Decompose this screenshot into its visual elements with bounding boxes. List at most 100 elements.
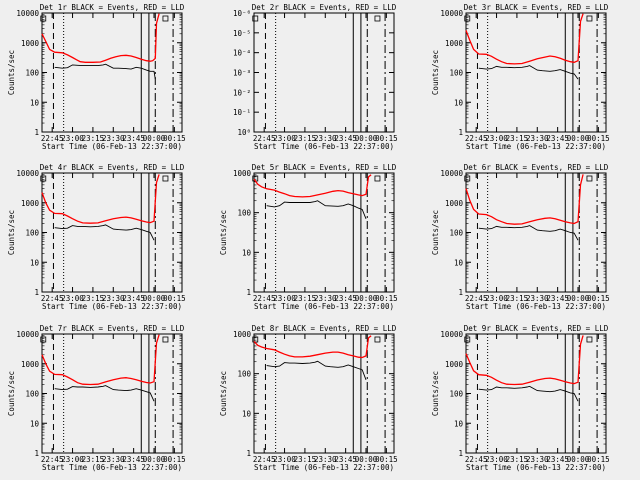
x-tick-label: 23:45	[334, 134, 357, 143]
panel-title: Det 9r BLACK = Events, RED = LLD	[464, 324, 609, 333]
x-axis-label: Start Time (06-Feb-13 22:37:00)	[42, 302, 182, 311]
x-tick-label: 23:15	[506, 294, 529, 303]
x-tick-label: 23:00	[485, 455, 508, 464]
x-tick-label: 22:45	[465, 455, 488, 464]
plot-frame	[41, 333, 183, 454]
y-tick-label: 1000	[21, 199, 40, 208]
box-marker	[586, 336, 593, 343]
x-axis-label: Start Time (06-Feb-13 22:37:00)	[42, 142, 182, 151]
x-tick-label: 23:15	[506, 455, 529, 464]
y-tick-label: 10	[30, 419, 40, 428]
box-marker	[374, 175, 381, 182]
box-marker	[162, 15, 169, 22]
y-tick-label: 1	[458, 128, 463, 137]
x-tick-label: 23:30	[526, 294, 549, 303]
x-tick-label: 23:00	[61, 455, 84, 464]
x-tick-label: 23:30	[314, 455, 337, 464]
plot-frame	[465, 172, 607, 293]
y-tick-label: 1000	[445, 39, 464, 48]
y-axis-label: Counts/sec	[431, 210, 440, 255]
x-tick-label: 22:45	[465, 134, 488, 143]
series-events-line	[478, 225, 579, 241]
x-tick-label: 00:00	[355, 134, 378, 143]
x-tick-label: 00:00	[143, 134, 166, 143]
x-axis-label: Start Time (06-Feb-13 22:37:00)	[466, 142, 606, 151]
x-tick-label: 23:30	[102, 134, 125, 143]
y-axis-label: Counts/sec	[431, 50, 440, 95]
box-marker	[162, 175, 169, 182]
panel-det-2: Det 2r BLACK = Events, RED = LLD Start Ti…	[233, 3, 398, 151]
x-tick-label: 00:00	[355, 294, 378, 303]
x-tick-label: 22:45	[41, 294, 64, 303]
y-tick-label: 10⁻²	[233, 88, 251, 97]
x-tick-label: 23:45	[546, 455, 569, 464]
y-tick-label: 100	[449, 69, 463, 78]
panel-title: Det 6r BLACK = Events, RED = LLD	[464, 163, 609, 172]
x-tick-label: 23:00	[61, 294, 84, 303]
y-tick-label: 1000	[233, 169, 252, 178]
x-tick-label: 23:45	[334, 294, 357, 303]
panel-det-7: Det 7r BLACK = Events, RED = LLD Counts/s…	[7, 324, 186, 472]
y-tick-label: 100	[449, 229, 463, 238]
x-tick-label: 23:00	[273, 294, 296, 303]
box-marker	[586, 175, 593, 182]
y-tick-label: 1000	[21, 360, 40, 369]
plot-frame	[253, 333, 395, 454]
x-tick-label: 00:15	[163, 455, 186, 464]
box-marker	[40, 15, 47, 22]
x-tick-label: 00:15	[587, 134, 610, 143]
x-axis-label: Start Time (06-Feb-13 22:37:00)	[254, 302, 394, 311]
x-tick-label: 00:00	[567, 455, 590, 464]
panel-det-1: Det 1r BLACK = Events, RED = LLD Counts/s…	[7, 3, 186, 151]
x-tick-label: 22:45	[253, 455, 276, 464]
y-tick-label: 100	[237, 370, 251, 379]
x-tick-label: 23:30	[526, 455, 549, 464]
y-axis-label: Counts/sec	[7, 50, 16, 95]
box-marker	[374, 336, 381, 343]
y-tick-label: 1	[458, 288, 463, 297]
series-events-line	[266, 360, 367, 380]
panel-det-8: Det 8r BLACK = Events, RED = LLD Counts/s…	[219, 324, 398, 472]
y-tick-label: 100	[25, 69, 39, 78]
x-tick-label: 23:15	[294, 134, 317, 143]
y-tick-label: 10⁻⁶	[233, 9, 251, 18]
x-tick-label: 23:45	[334, 455, 357, 464]
plot-frame	[41, 172, 183, 293]
y-tick-label: 10⁻⁴	[233, 49, 251, 58]
y-tick-label: 100	[449, 390, 463, 399]
plot-frame	[465, 12, 607, 133]
box-marker	[40, 175, 47, 182]
y-tick-label: 10⁻⁵	[233, 29, 251, 38]
y-tick-label: 10⁻³	[233, 69, 251, 78]
plot-frame	[41, 12, 183, 133]
y-tick-label: 100	[25, 229, 39, 238]
x-tick-label: 23:00	[273, 134, 296, 143]
series-lld-line	[41, 334, 160, 386]
y-tick-label: 1	[34, 288, 39, 297]
plot-frame	[465, 333, 607, 454]
box-marker	[586, 15, 593, 22]
panel-title: Det 2r BLACK = Events, RED = LLD	[252, 3, 397, 12]
y-tick-label: 10000	[440, 169, 463, 178]
series-events-line	[478, 385, 579, 402]
x-tick-label: 00:00	[355, 455, 378, 464]
panel-det-3: Det 3r BLACK = Events, RED = LLD Counts/s…	[431, 3, 610, 151]
series-events-line	[54, 385, 155, 402]
y-tick-label: 1	[246, 288, 251, 297]
x-tick-label: 00:15	[375, 294, 398, 303]
x-tick-label: 23:30	[102, 294, 125, 303]
y-axis-label: Counts/sec	[219, 210, 228, 255]
y-tick-label: 1000	[445, 199, 464, 208]
x-tick-label: 00:00	[143, 294, 166, 303]
x-tick-label: 00:00	[567, 294, 590, 303]
y-tick-label: 10⁰	[237, 128, 251, 137]
y-tick-label: 10	[242, 409, 252, 418]
box-marker	[252, 15, 259, 22]
series-lld-line	[253, 174, 372, 198]
x-tick-label: 23:30	[314, 294, 337, 303]
y-tick-label: 10000	[440, 330, 463, 339]
y-tick-label: 100	[237, 209, 251, 218]
plot-frame	[253, 12, 395, 133]
panel-title: Det 7r BLACK = Events, RED = LLD	[40, 324, 185, 333]
